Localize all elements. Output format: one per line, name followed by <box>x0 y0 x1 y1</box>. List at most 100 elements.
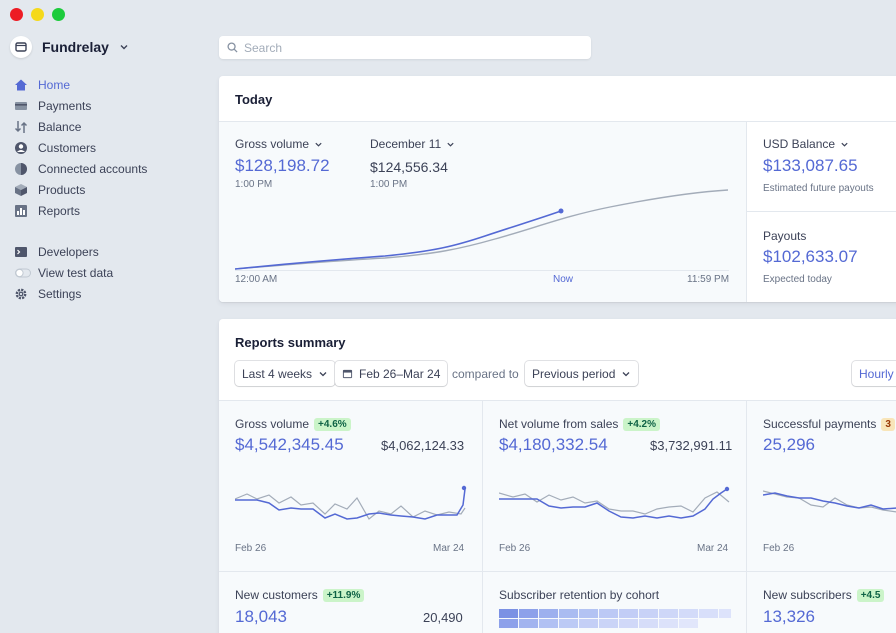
heatmap-cell <box>639 609 658 618</box>
sidebar-item-settings[interactable]: Settings <box>14 287 81 301</box>
heatmap-cell <box>539 619 558 628</box>
payouts-value: $102,633.07 <box>763 247 858 266</box>
change-badge: +4.5 <box>856 588 885 602</box>
sidebar-item-label: Reports <box>38 204 81 218</box>
heatmap-cell <box>579 609 598 618</box>
compare-series-line <box>235 493 466 520</box>
payouts-label: Payouts <box>763 229 807 243</box>
reports-icon <box>15 205 27 217</box>
today-volume-chart <box>235 189 729 270</box>
heatmap-cell <box>659 609 678 618</box>
card-label: Successful payments <box>763 417 877 431</box>
current-point-marker <box>724 486 730 492</box>
card-label: Net volume from sales <box>499 417 619 431</box>
sidebar-item-balance[interactable]: Balance <box>14 120 81 134</box>
sidebar-item-home[interactable]: Home <box>14 78 70 92</box>
granularity-label: Hourly <box>859 366 894 381</box>
usd-balance-label: USD Balance <box>763 137 836 151</box>
granularity-select[interactable]: Hourly <box>852 361 896 386</box>
date-range-picker[interactable]: Feb 26–Mar 24 <box>335 361 448 386</box>
sidebar-item-label: Developers <box>38 245 99 259</box>
chevron-down-icon <box>315 142 322 147</box>
current-series-line <box>499 488 728 519</box>
net-volume-sparkline <box>499 486 730 519</box>
gear-icon <box>15 288 27 300</box>
divider <box>482 400 483 633</box>
card-value: 25,296 <box>763 435 815 454</box>
gross-volume-time: 1:00 PM <box>235 179 273 190</box>
card-compare-value: $4,062,124.33 <box>381 438 465 453</box>
usd-balance-value: $133,087.65 <box>763 156 858 175</box>
panel-title: Today <box>235 92 273 107</box>
change-badge: 3 <box>881 417 895 431</box>
heatmap-cell <box>659 619 678 628</box>
today-panel: Today Gross volume $128,198.72 1:00 PM D… <box>219 76 896 302</box>
compare-series-line <box>499 491 730 515</box>
compare-series-line <box>763 490 896 513</box>
brand-logo <box>10 36 32 58</box>
sidebar-item-reports[interactable]: Reports <box>14 204 80 218</box>
change-badge: +4.6% <box>314 417 351 431</box>
account-switcher[interactable]: Fundrelay <box>10 36 129 58</box>
card-axis-start: Feb 26 <box>235 543 267 554</box>
globe-icon <box>15 163 27 175</box>
toggle-icon[interactable] <box>14 266 32 280</box>
terminal-icon <box>15 247 27 257</box>
brand-name: Fundrelay <box>42 39 109 55</box>
sidebar-item-label: Balance <box>38 120 82 134</box>
sidebar-item-customers[interactable]: Customers <box>14 141 96 155</box>
date-range-label: Feb 26–Mar 24 <box>359 366 441 381</box>
axis-start-label: 12:00 AM <box>235 274 278 285</box>
period-select[interactable]: Previous period <box>525 361 639 386</box>
today-chart-area <box>219 121 746 302</box>
compare-date-selector[interactable]: December 11 <box>370 137 455 151</box>
heatmap-cell <box>519 609 538 618</box>
divider <box>219 400 896 401</box>
search-icon <box>227 42 238 53</box>
chevron-down-icon <box>841 142 848 147</box>
compared-to-label: compared to <box>452 367 519 381</box>
compare-time: 1:00 PM <box>370 179 408 190</box>
card-value: 18,043 <box>235 607 287 626</box>
search-bar[interactable] <box>219 36 591 59</box>
sidebar-item-developers[interactable]: Developers <box>14 245 99 259</box>
sidebar-item-label: Home <box>38 78 71 92</box>
current-point-marker <box>461 485 467 491</box>
divider <box>746 400 747 633</box>
divider <box>219 571 896 572</box>
heatmap-cell <box>519 619 538 628</box>
minimize-window-button[interactable] <box>31 8 44 21</box>
zoom-window-button[interactable] <box>52 8 65 21</box>
card-label: New customers <box>235 588 318 602</box>
heatmap-cell <box>679 609 698 618</box>
box-icon <box>15 184 27 196</box>
sidebar-item-products[interactable]: Products <box>14 183 85 197</box>
sidebar-item-label: View test data <box>38 266 114 280</box>
close-window-button[interactable] <box>10 8 23 21</box>
card-axis-end: Mar 24 <box>697 543 729 554</box>
card-label: New subscribers <box>763 588 852 602</box>
sidebar-item-connected-accounts[interactable]: Connected accounts <box>14 162 147 176</box>
heatmap-cell <box>719 609 731 618</box>
gross-volume-label: Gross volume <box>235 137 310 151</box>
card-axis-start: Feb 26 <box>763 543 795 554</box>
gross-volume-selector[interactable]: Gross volume <box>235 137 323 151</box>
compare-date-label: December 11 <box>370 137 442 151</box>
sidebar-item-view-test-data[interactable]: View test data <box>14 266 113 280</box>
chevron-down-icon <box>120 45 128 50</box>
successful-payments-sparkline <box>763 490 896 513</box>
heatmap-cell <box>539 609 558 618</box>
usd-balance-selector[interactable]: USD Balance <box>763 137 849 151</box>
card-label: Gross volume <box>235 417 310 431</box>
search-input[interactable] <box>244 40 574 55</box>
sidebar-item-label: Customers <box>38 141 97 155</box>
heatmap-cell <box>579 619 598 628</box>
sidebar-item-payments[interactable]: Payments <box>14 99 91 113</box>
range-select[interactable]: Last 4 weeks <box>235 361 336 386</box>
sidebar-item-label: Settings <box>38 287 82 301</box>
divider <box>219 121 896 122</box>
calendar-icon <box>342 369 353 379</box>
card-axis-end: Mar 24 <box>433 543 465 554</box>
change-badge: +4.2% <box>623 417 661 431</box>
panel-title: Reports summary <box>235 335 346 350</box>
